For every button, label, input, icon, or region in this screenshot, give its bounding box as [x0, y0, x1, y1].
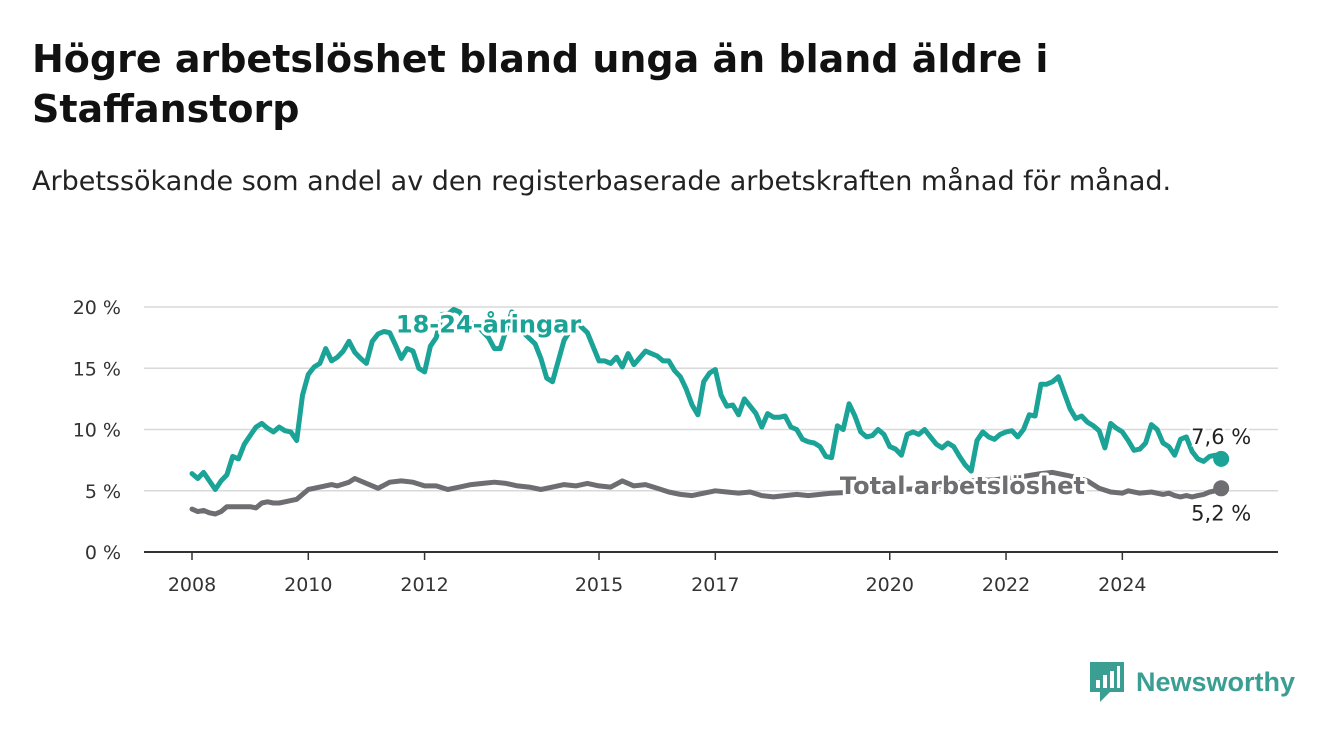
y-tick-label: 5 % [85, 481, 121, 503]
y-tick-label: 20 % [73, 297, 121, 319]
x-tick-label: 2012 [400, 574, 448, 596]
end-value-label: 7,6 % [1191, 425, 1251, 449]
series-line [189, 469, 1224, 517]
chart-title: Högre arbetslöshet bland unga än bland ä… [32, 37, 1049, 131]
brand-name: Newsworthy [1136, 666, 1296, 697]
x-tick-label: 2022 [982, 574, 1030, 596]
line-chart: 0 %5 %10 %15 %20 % 2008 2010 2012 2015 2017 2… [73, 297, 1278, 596]
series-end-point [1213, 480, 1230, 497]
end-value-label: 5,2 % [1191, 501, 1251, 525]
x-tick-label: 2015 [575, 574, 623, 596]
x-tick-label: 2020 [866, 574, 914, 596]
y-tick-label: 10 % [73, 420, 121, 442]
y-axis: 0 % 5 % 10 % 15 % 20 % [73, 297, 121, 564]
x-tick-label: 2017 [691, 574, 739, 596]
x-axis: 2008 2010 2012 2015 2017 2020 2022 2024 [168, 552, 1147, 596]
newsworthy-chart-icon [1090, 662, 1124, 702]
y-tick-label: 15 % [73, 358, 121, 380]
series-line [189, 306, 1224, 492]
series-name-label: Total arbetslöshet [840, 472, 1085, 500]
gridlines [144, 306, 1278, 553]
x-tick-label: 2008 [168, 574, 216, 596]
x-tick-label: 2024 [1098, 574, 1146, 596]
chart-subtitle: Arbetssökande som andel av den registerb… [32, 166, 1172, 197]
y-tick-label: 0 % [85, 542, 121, 564]
x-tick-label: 2010 [284, 574, 332, 596]
series-name-label: 18-24-åringar [396, 310, 581, 339]
newsworthy-logo: Newsworthy [1088, 660, 1295, 704]
series-labels: 18-24-åringar Total arbetslöshet 7,6 % 5,2 … [393, 307, 1254, 528]
series-group [189, 306, 1230, 517]
series-end-point [1213, 450, 1230, 467]
